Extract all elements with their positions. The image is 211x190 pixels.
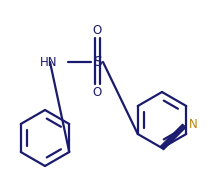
Text: O: O xyxy=(92,86,102,98)
Text: N: N xyxy=(189,117,198,131)
Text: S: S xyxy=(93,55,101,69)
Text: O: O xyxy=(92,24,102,36)
Text: HN: HN xyxy=(39,55,57,69)
